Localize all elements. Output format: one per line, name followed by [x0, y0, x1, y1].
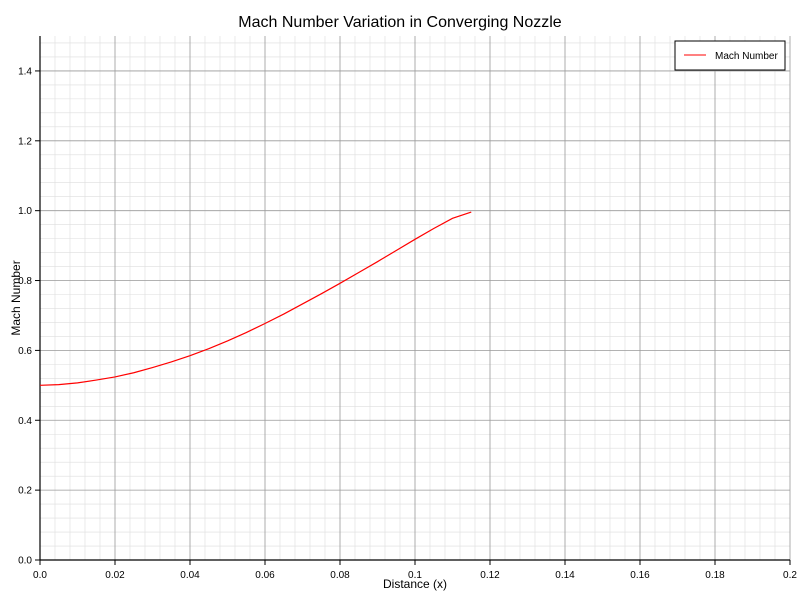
x-tick-label: 0.2: [783, 570, 797, 581]
y-tick-label: 1.2: [18, 136, 32, 147]
y-tick-label: 0.6: [18, 346, 32, 357]
y-tick-label: 1.0: [18, 206, 32, 217]
legend: Mach Number: [674, 40, 786, 71]
series-line-mach-number: [39, 211, 472, 386]
y-tick-label: 0.2: [18, 486, 32, 497]
x-tick-label: 0.06: [255, 570, 275, 581]
x-tick-label: 0.1: [408, 570, 422, 581]
chart-title: Mach Number Variation in Converging Nozz…: [238, 14, 562, 31]
x-axis-label: Distance (x): [383, 577, 447, 591]
y-tick-label: 0.8: [18, 276, 32, 287]
x-tick-label: 0.18: [705, 570, 725, 581]
y-tick-label: 1.4: [18, 66, 32, 77]
series-lines: [39, 211, 472, 386]
major-grid: [39, 36, 791, 561]
y-ticks: 0.0 0.2 0.4 0.6 0.8 1.0 1.2 1.4: [18, 66, 40, 567]
legend-label: Mach Number: [715, 51, 778, 62]
y-tick-label: 0.0: [18, 556, 32, 567]
x-tick-label: 0.04: [180, 570, 200, 581]
x-tick-label: 0.02: [105, 570, 125, 581]
x-tick-label: 0.08: [330, 570, 350, 581]
x-tick-label: 0.14: [555, 570, 575, 581]
y-axis-label: Mach Number: [9, 260, 23, 335]
x-tick-label: 0.16: [630, 570, 650, 581]
minor-grid: [40, 36, 790, 560]
y-tick-label: 0.4: [18, 416, 32, 427]
x-tick-label: 0.0: [33, 570, 47, 581]
x-ticks: 0.0 0.02 0.04 0.06 0.08 0.1 0.12 0.14 0.16 0.18 0.…: [33, 560, 797, 581]
x-tick-label: 0.12: [480, 570, 500, 581]
